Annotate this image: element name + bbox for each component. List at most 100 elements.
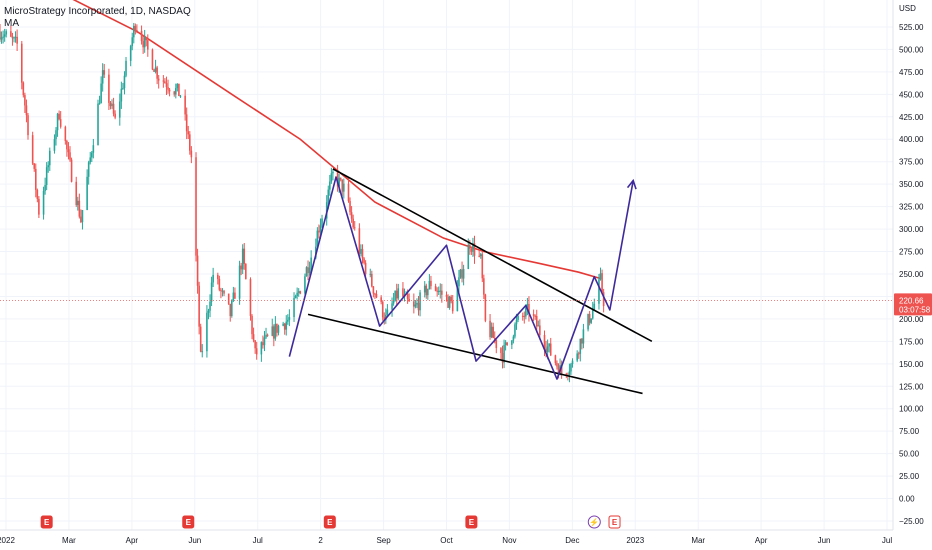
time-tick-label: Jul <box>253 536 263 545</box>
candle-body <box>34 168 37 190</box>
candle-body <box>165 83 168 88</box>
symbol-title[interactable]: MicroStrategy Incorporated, 1D, NASDAQ <box>4 6 191 17</box>
candle-body <box>501 353 504 363</box>
candle-body <box>307 267 309 274</box>
time-tick-label: Nov <box>502 536 516 545</box>
candle-body <box>375 293 378 298</box>
candle-body <box>157 78 160 81</box>
candle-body <box>114 113 116 118</box>
candle-body <box>352 218 354 228</box>
time-axis[interactable]: 2022 Mar Apr Jun Jul 2 Sep Oct Nov Dec 2023 Mar Apr J… <box>0 529 893 545</box>
candle-body <box>38 198 40 215</box>
candle-body <box>489 320 491 338</box>
candle-body <box>260 342 263 355</box>
candle-body <box>467 244 470 270</box>
candle-body <box>364 262 367 275</box>
candle-body <box>469 244 471 249</box>
candle-body <box>560 365 563 374</box>
candle-body <box>189 134 191 151</box>
candle-body <box>481 254 484 279</box>
candle-body <box>101 70 104 84</box>
candle-body <box>445 294 448 297</box>
candle-body <box>36 189 39 199</box>
candle-body <box>528 303 530 315</box>
grid <box>0 0 893 530</box>
candle-body <box>255 348 258 355</box>
candle-body <box>109 102 112 107</box>
price-tick-label: 425.00 <box>899 113 924 122</box>
candle-body <box>512 336 515 341</box>
price-tick-label: 0.00 <box>899 495 915 504</box>
time-tick-label: Apr <box>126 536 139 545</box>
candle-body <box>14 36 17 38</box>
lower-trendline <box>307 313 643 395</box>
indicator-label[interactable]: MA <box>4 18 19 29</box>
time-tick-label: Jun <box>188 536 201 545</box>
candle-body <box>349 201 351 213</box>
candle-body <box>514 324 516 337</box>
candle-body <box>58 113 60 120</box>
price-axis[interactable]: USD 525.00 500.00 475.00 450.00 425.00 400.00 3… <box>892 0 924 530</box>
candle-body <box>240 265 242 270</box>
candle-body <box>521 315 524 317</box>
candle-body <box>164 81 166 84</box>
candle-body <box>178 83 180 97</box>
candle-body <box>185 114 188 132</box>
candle-body <box>304 276 306 294</box>
candle-body <box>78 200 81 217</box>
candle-body <box>210 282 213 302</box>
candle-body <box>458 277 460 287</box>
price-tick-label: 275.00 <box>899 248 924 257</box>
candle-body <box>579 338 582 354</box>
candle-body <box>576 353 578 361</box>
candle-body <box>416 302 418 305</box>
candle-body <box>599 273 602 280</box>
candle-body <box>67 149 70 153</box>
candle-body <box>0 31 1 40</box>
candle-body <box>179 95 182 97</box>
candle-body <box>176 83 179 89</box>
candle-body <box>484 294 487 321</box>
candle-body <box>97 103 99 146</box>
price-tick-label: 475.00 <box>899 68 924 77</box>
candle-body <box>10 31 12 37</box>
candle-body <box>565 373 568 375</box>
earnings-event-glyph: E <box>612 518 618 527</box>
candle-body <box>243 248 246 264</box>
drawing-overlays[interactable] <box>288 168 653 395</box>
candle-body <box>282 323 284 326</box>
price-tick-label: 375.00 <box>899 158 924 167</box>
time-tick-label: Sep <box>376 536 391 545</box>
candle-body <box>591 309 594 319</box>
chart-legend[interactable]: MicroStrategy Incorporated, 1D, NASDAQ M… <box>4 6 191 30</box>
candle-body <box>545 348 547 353</box>
candle-body <box>554 355 557 363</box>
price-tick-label: 25.00 <box>899 472 920 481</box>
candle-body <box>249 279 252 316</box>
price-tick-label: 100.00 <box>899 405 924 414</box>
candle-body <box>557 366 560 376</box>
candle-body <box>338 177 340 187</box>
candle-body <box>511 340 513 345</box>
candle-body <box>69 152 71 160</box>
candle-body <box>546 346 549 353</box>
candle-body <box>70 159 73 182</box>
candle-body <box>391 303 393 310</box>
candle-body <box>500 348 502 354</box>
candle-body <box>220 289 222 291</box>
candle-body <box>151 49 154 70</box>
candle-body <box>483 278 485 295</box>
candle-body <box>283 323 286 330</box>
candle-body <box>76 200 79 206</box>
time-tick-label: Apr <box>755 536 768 545</box>
time-tick-label: Mar <box>62 536 76 545</box>
event-markers[interactable]: E E E E ⚡ E <box>40 515 621 529</box>
candle-body <box>131 37 134 47</box>
candle-body <box>577 353 580 355</box>
candle-body <box>571 360 574 365</box>
candle-body <box>263 337 266 346</box>
candle-body <box>5 31 8 35</box>
candle-body <box>437 290 440 292</box>
